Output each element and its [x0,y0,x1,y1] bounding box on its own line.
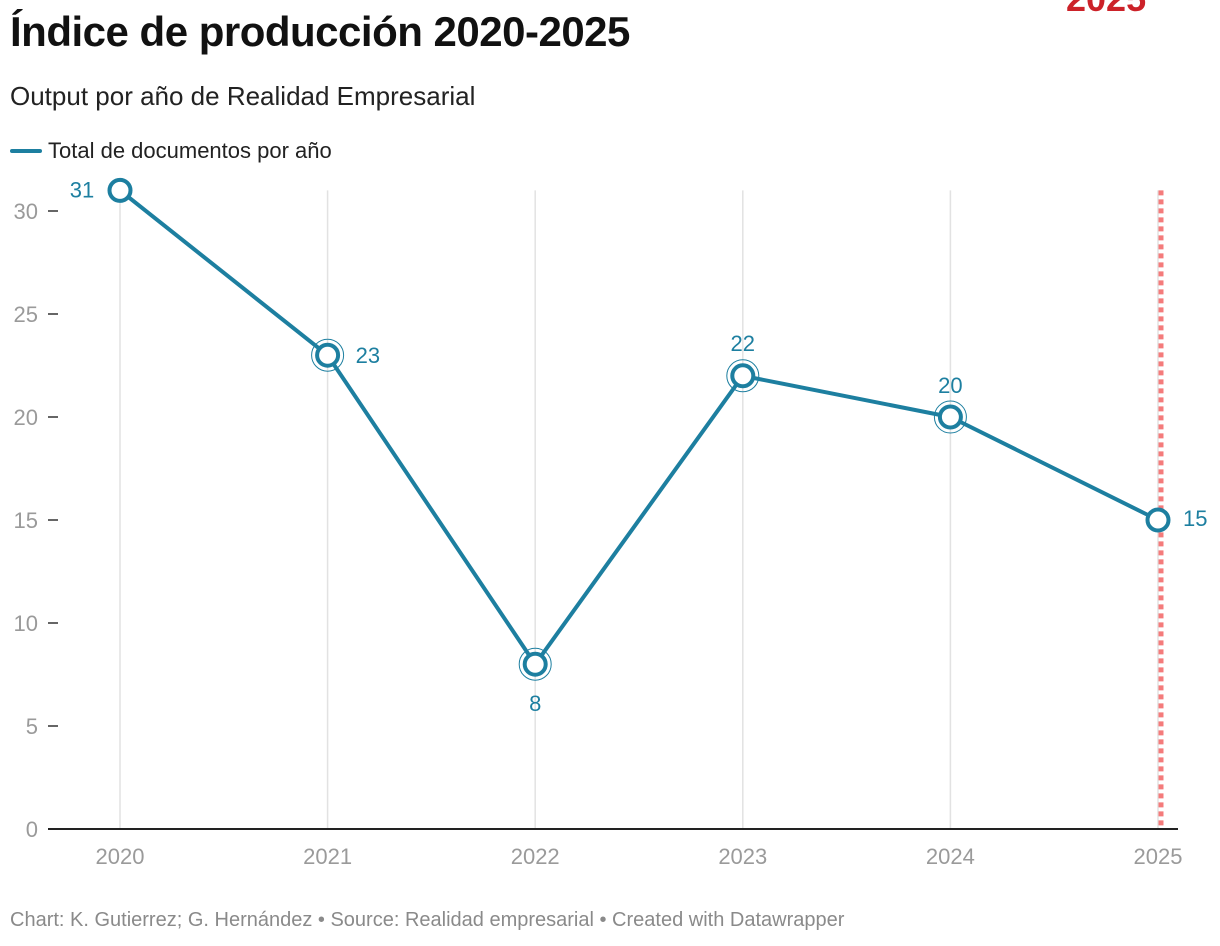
legend: Total de documentos por año [10,138,332,164]
data-label: 20 [938,373,962,398]
y-tick-label: 5 [26,714,38,739]
point-halo [311,338,345,372]
x-tick-label: 2021 [303,844,352,869]
y-tick-label: 0 [26,817,38,842]
data-label: 31 [70,177,94,202]
legend-swatch [10,149,42,153]
line-layer [118,188,1159,667]
grid-layer [119,190,1164,829]
label-layer: 31 23 8 22 20 15 [70,177,1208,716]
y-tick-label: 10 [14,611,38,636]
point-halo [726,359,760,393]
x-tick-label: 2024 [926,844,975,869]
x-tick-label: 2022 [511,844,560,869]
y-tick-label: 20 [14,405,38,430]
data-point [937,404,963,430]
data-point [315,342,341,368]
x-tick-label: 2023 [718,844,767,869]
y-tick-label: 25 [14,302,38,327]
legend-label: Total de documentos por año [48,138,332,163]
data-point [730,363,756,389]
data-label: 15 [1183,506,1207,531]
data-point [522,651,548,677]
data-label: 8 [529,691,541,716]
highlight-annotation: 2025 [1066,0,1146,20]
data-point [107,177,133,203]
data-point [1145,507,1171,533]
point-layer [107,177,1171,681]
chart-subtitle: Output por año de Realidad Empresarial [10,81,476,111]
point-halo [518,647,552,681]
data-label: 22 [731,331,755,356]
x-tick-label: 2020 [96,844,145,869]
point-halo [933,400,967,434]
chart-title: Índice de producción 2020-2025 [10,8,630,55]
data-label: 23 [356,343,380,368]
series-line [118,188,1159,667]
x-tick-label: 2025 [1134,844,1183,869]
chart-credit: Chart: K. Gutierrez; G. Hernández • Sour… [10,909,845,931]
y-tick-label: 15 [14,508,38,533]
y-tick-label: 30 [14,199,38,224]
